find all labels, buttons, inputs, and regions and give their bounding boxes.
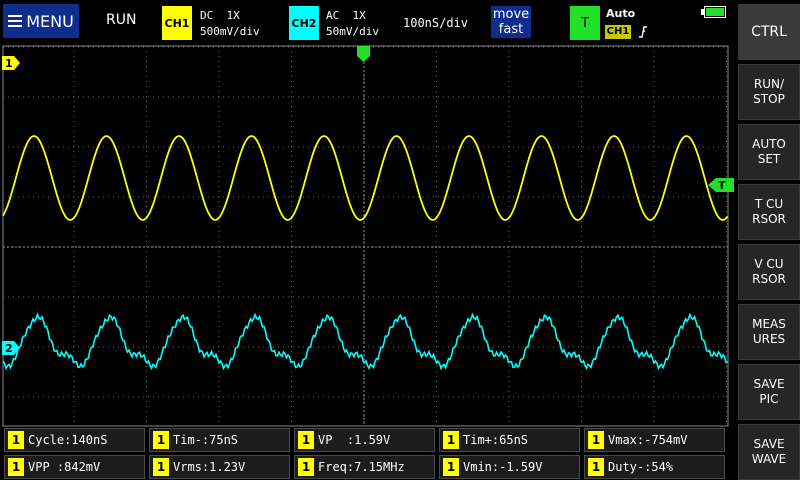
ch1-scale: 500mV/div [200, 25, 260, 38]
trigger-mode: Auto [606, 7, 636, 20]
waveform-grid: 1 2 T [2, 45, 734, 427]
hamburger-icon [8, 15, 23, 27]
measurement-item[interactable]: 1 VPP :842mV [4, 455, 145, 479]
measurement-channel-badge: 1 [443, 431, 459, 449]
trigger-button[interactable]: T [570, 6, 600, 40]
measurement-channel-badge: 1 [588, 458, 604, 476]
ch1-button[interactable]: CH1 [162, 6, 192, 40]
menu-button[interactable]: MENU [3, 4, 79, 38]
ctrl-button[interactable]: CTRL [738, 4, 800, 60]
trigger-position-marker[interactable] [357, 46, 370, 62]
measurement-channel-badge: 1 [153, 458, 169, 476]
measures-button[interactable]: MEAS URES [738, 304, 800, 360]
measurement-value: Duty-:54% [608, 460, 674, 474]
measurement-item[interactable]: 1 Vrms:1.23V [149, 455, 290, 479]
measurement-channel-badge: 1 [298, 458, 314, 476]
ch1-coupling: DC 1X [200, 9, 240, 22]
ch1-waveform [2, 135, 729, 221]
measurement-item[interactable]: 1 Tim+:65nS [439, 428, 580, 452]
measurement-value: Tim-:75nS [173, 433, 239, 447]
measurement-value: Freq:7.15MHz [318, 460, 405, 474]
measurement-item[interactable]: 1 Tim-:75nS [149, 428, 290, 452]
menu-label: MENU [26, 11, 74, 31]
auto-set-button[interactable]: AUTO SET [738, 124, 800, 180]
ch1-info: DC 1X 500mV/div [200, 8, 260, 40]
measurement-item[interactable]: 1 Vmax:-754mV [584, 428, 725, 452]
move-speed-button[interactable]: move fast [491, 6, 531, 38]
top-status-bar: MENU RUN CH1 DC 1X 500mV/div CH2 AC 1X 5… [0, 0, 736, 44]
measurement-channel-badge: 1 [153, 431, 169, 449]
waveform-display[interactable]: 1 2 T [0, 44, 736, 429]
run-stop-button[interactable]: RUN/ STOP [738, 64, 800, 120]
measurement-item[interactable]: 1 VP :1.59V [294, 428, 435, 452]
battery-tip [701, 9, 704, 15]
measurement-value: Vmax:-754mV [608, 433, 688, 447]
measurement-item[interactable]: 1 Freq:7.15MHz [294, 455, 435, 479]
measurements-panel: 1 Cycle:140nS 1 Tim-:75nS 1 VP :1.59V 1 Tim+:65… [0, 426, 736, 480]
measurement-value: Vrms:1.23V [173, 460, 246, 474]
measurement-channel-badge: 1 [8, 431, 24, 449]
ch2-waveform [2, 312, 728, 371]
svg-text:2: 2 [5, 342, 13, 355]
ch2-info: AC 1X 50mV/div [326, 8, 379, 40]
battery-icon [704, 6, 726, 18]
ch2-coupling: AC 1X [326, 9, 366, 22]
measurement-value: Vmin:-1.59V [463, 460, 543, 474]
ch2-level-marker[interactable]: 2 [2, 341, 20, 355]
svg-text:T: T [718, 179, 726, 192]
v-cursor-button[interactable]: V CU RSOR [738, 244, 800, 300]
save-pic-button[interactable]: SAVE PIC [738, 364, 800, 420]
measurement-item[interactable]: 1 Vmin:-1.59V [439, 455, 580, 479]
measurement-value: Cycle:140nS [28, 433, 108, 447]
timebase-readout[interactable]: 100nS/div [403, 16, 469, 30]
measurement-item[interactable]: 1 Duty-:54% [584, 455, 725, 479]
ch2-scale: 50mV/div [326, 25, 379, 38]
measurement-channel-badge: 1 [588, 431, 604, 449]
measurement-item[interactable]: 1 Cycle:140nS [4, 428, 145, 452]
ch2-button[interactable]: CH2 [289, 6, 319, 40]
trigger-level-marker[interactable]: T [708, 178, 734, 192]
measurement-value: VPP :842mV [28, 460, 101, 474]
measurement-channel-badge: 1 [443, 458, 459, 476]
measurement-channel-badge: 1 [298, 431, 314, 449]
t-cursor-button[interactable]: T CU RSOR [738, 184, 800, 240]
measurement-value: VP :1.59V [318, 433, 391, 447]
move-speed: fast [498, 22, 524, 37]
run-state[interactable]: RUN [106, 12, 137, 28]
svg-text:1: 1 [5, 57, 13, 70]
rising-edge-icon [639, 26, 647, 38]
save-wave-button[interactable]: SAVE WAVE [738, 424, 800, 480]
sidebar-menu: CTRL RUN/ STOP AUTO SET T CU RSOR V CU RSOR M… [738, 0, 800, 480]
move-label: move [492, 7, 530, 22]
ch1-level-marker[interactable]: 1 [2, 56, 20, 70]
measurement-channel-badge: 1 [8, 458, 24, 476]
measurement-value: Tim+:65nS [463, 433, 529, 447]
trigger-source: CH1 [605, 25, 631, 39]
